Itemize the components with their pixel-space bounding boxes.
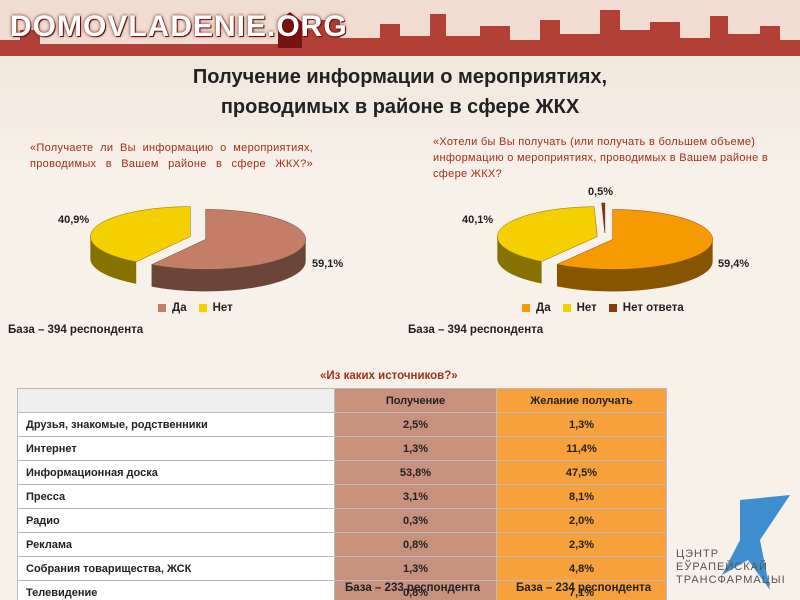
header-cell [17,388,335,413]
table-cell: Собрания товарищества, ЖСК [17,556,335,581]
pie-slice [601,202,606,234]
slice-side [497,236,542,284]
table-row: Радио 0,3% 2,0% [17,508,667,533]
logo-star [722,495,790,590]
base-note: База – 394 респондента [8,324,144,336]
legend-label: Нет [576,302,597,314]
table-cell: Интернет [17,436,335,461]
table-cell: Информационная доска [17,460,335,485]
table-cell: 2,0% [496,508,667,533]
table: Получение Желание получать Друзья, знакомы… [17,388,667,600]
table-row: Информационная доска 53,8% 47,5% [17,460,667,485]
table-cell: 11,4% [496,436,667,461]
table-row: Пресса 3,1% 8,1% [17,484,667,509]
table-cell: 8,1% [496,484,667,509]
data-label: 40,9% [58,214,90,226]
house-icon [278,12,302,48]
pie-slice [90,206,191,284]
legend-label: Да [536,302,551,314]
slice-side [151,239,306,292]
table-row: Интернет 1,3% 11,4% [17,436,667,461]
logo-line: ЦЭНТР [676,548,720,560]
header-row: Получение Желание получать [17,388,667,413]
question: «Получаете ли Вы информацию о мероприяти… [30,142,313,170]
legend-swatch [198,304,207,312]
data-label: 59,4% [718,258,750,270]
question: «Хотели бы Вы получать (или получать в б… [433,136,769,180]
table-cell: 4,8% [496,556,667,581]
pie-slice [497,206,598,284]
title-line: проводимых в районе в сфере ЖКХ [220,96,580,118]
skyline [0,10,800,56]
table-cell: 0,3% [334,508,497,533]
legend-label: Нет ответа [622,302,684,314]
site-name: DOMOVLADENIE.ORG [10,10,348,43]
table-row: Реклама 0,8% 2,3% [17,532,667,557]
header-cell: Желание получать [496,388,667,413]
table-cell: 1,3% [334,556,497,581]
pie-slice [150,209,306,292]
slice-top [601,202,606,234]
logo-line: ТРАНСФАРМАЦЫІ [676,574,786,586]
table-cell: 1,3% [496,412,667,437]
table-cell: Друзья, знакомые, родственники [17,412,335,437]
header-cell: Получение [334,388,497,413]
legend: Да Нет [158,302,239,314]
legend-swatch [562,304,571,312]
table-row: Собрания товарищества, ЖСК 1,3% 4,8% [17,556,667,581]
pie-slice [556,209,713,292]
table-cell: Радио [17,508,335,533]
slice-top [497,206,598,262]
base-note: База – 233 респондента [345,582,481,594]
table-cell: Пресса [17,484,335,509]
base-note: База – 394 респондента [408,324,544,336]
table-row: Телевидение 0,8% 7,1% [17,580,667,600]
table-title: «Из каких источников?» [320,370,458,382]
table-cell: 2,3% [496,532,667,557]
legend-swatch [522,304,530,312]
logo-text: ЦЭНТР ЕЎРАПЕЙСКАЙ ТРАНСФАРМАЦЫІ [676,548,786,587]
title-line: Получение информации о мероприятиях, [192,66,608,88]
table-cell: 3,1% [334,484,497,509]
slice-top [150,209,306,270]
slice-side [556,239,713,292]
legend-swatch [608,304,617,312]
table-cell: 0,8% [334,580,497,600]
table-cell: 2,5% [334,412,497,437]
legend: Да Нет Нет ответа [522,302,690,314]
slice-top [90,206,191,263]
table-cell: Реклама [17,532,335,557]
slice-top [556,209,713,270]
table-cell: 1,3% [334,436,497,461]
base-note: База – 234 респондента [516,582,652,594]
table-row: Друзья, знакомые, родственники 2,5% 1,3% [17,412,667,437]
legend-swatch [158,304,166,312]
data-label: 40,1% [462,214,494,226]
logo-line: ЕЎРАПЕЙСКАЙ [676,561,768,573]
table-cell: 53,8% [334,460,497,485]
legend-label: Нет [212,302,233,314]
data-label: 0,5% [588,186,614,198]
table-cell: Телевидение [17,580,335,600]
data-label: 59,1% [312,258,344,270]
legend-label: Да [172,302,187,314]
slice-side [90,236,137,284]
table-cell: 0,8% [334,532,497,557]
table-cell: 47,5% [496,460,667,485]
table-cell: 7,1% [496,580,667,600]
